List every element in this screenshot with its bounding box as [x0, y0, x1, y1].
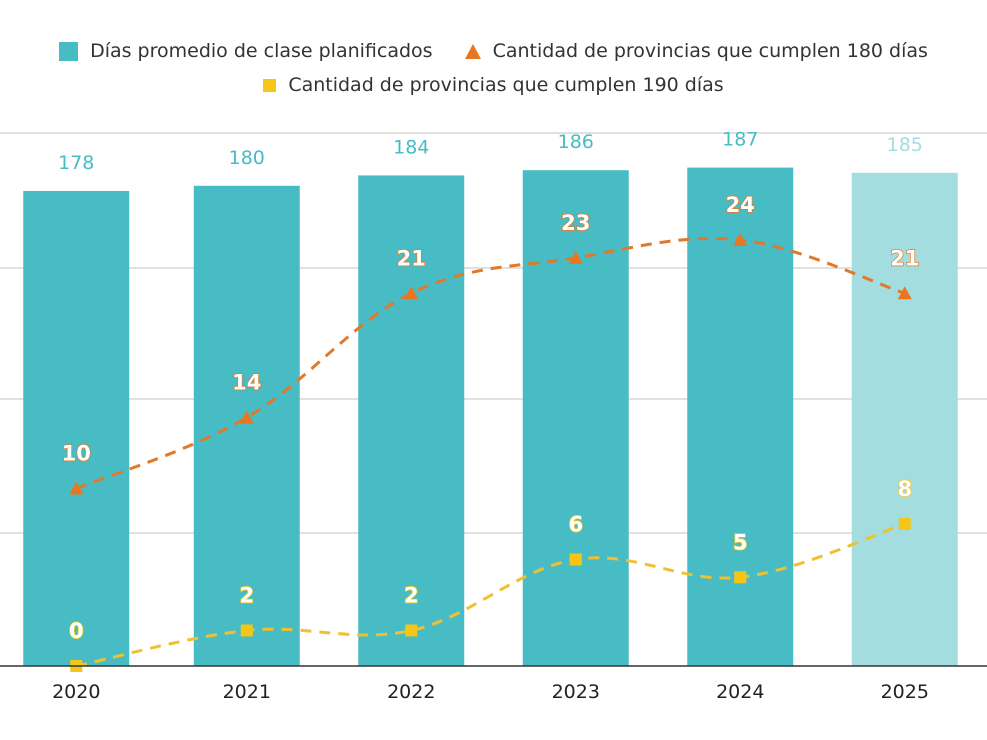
bar-2021[interactable]	[193, 185, 300, 667]
line180-marker-2020[interactable]	[69, 481, 84, 495]
line-series-180: 10 14 21 23 24 21	[61, 192, 920, 495]
bar-2020[interactable]	[23, 191, 130, 666]
line180-marker-2023[interactable]	[568, 250, 583, 264]
line180-label-2025: 21	[890, 246, 919, 270]
line180-label-2024: 24	[726, 193, 755, 217]
legend-item-line190[interactable]: Cantidad de provincias que cumplen 190 d…	[263, 74, 724, 96]
bar-label-2025: 185	[887, 134, 923, 156]
bar-label-2021: 180	[229, 147, 265, 169]
x-tick-label-2023: 2023	[552, 681, 600, 703]
legend-label-line180: Cantidad de provincias que cumplen 180 d…	[492, 40, 928, 62]
legend-swatch-bars	[59, 41, 79, 61]
x-axis-labels: 2020 2021 2022 2023 2024 2025	[52, 681, 929, 703]
legend-item-bars[interactable]: Días promedio de clase planificados	[59, 40, 433, 62]
bar-2023[interactable]	[522, 170, 629, 666]
line190-label-2023: 6	[568, 513, 583, 537]
square-icon	[263, 78, 277, 92]
line180-marker-2024[interactable]	[733, 233, 748, 246]
line190-marker-2024[interactable]	[734, 571, 747, 584]
line190-marker-2022[interactable]	[405, 624, 418, 637]
line190-label-2024: 5	[733, 530, 748, 554]
line190-label-2022: 2	[404, 584, 419, 608]
legend-item-line180[interactable]: Cantidad de provincias que cumplen 180 d…	[464, 40, 928, 62]
bar-label-2022: 184	[393, 136, 429, 158]
bar-label-2024: 187	[722, 129, 758, 151]
line180-marker-2025[interactable]	[897, 286, 912, 300]
x-tick-label-2021: 2021	[223, 681, 271, 703]
bar-series	[23, 167, 958, 667]
line180-marker-2022[interactable]	[404, 286, 419, 300]
bar-label-2020: 178	[58, 152, 94, 174]
x-tick-label-2024: 2024	[716, 681, 764, 703]
line190-label-2025: 8	[897, 477, 912, 501]
line180-label-2023: 23	[561, 211, 590, 235]
gridlines	[0, 132, 987, 534]
line190-marker-2023[interactable]	[569, 553, 582, 566]
bar-label-2023: 186	[558, 131, 594, 153]
x-tick-label-2025: 2025	[881, 681, 929, 703]
line190-marker-2025[interactable]	[898, 518, 911, 530]
bar-2022[interactable]	[358, 175, 465, 666]
line190-path	[75, 522, 906, 668]
line180-marker-2021[interactable]	[239, 410, 254, 424]
line180-label-2020: 10	[62, 442, 91, 466]
x-tick-label-2020: 2020	[52, 681, 100, 703]
legend: Días promedio de clase planificados Cant…	[0, 36, 987, 104]
triangle-icon	[464, 43, 481, 59]
line180-label-2021: 14	[232, 371, 261, 395]
bar-2025[interactable]	[851, 172, 958, 667]
legend-label-line190: Cantidad de provincias que cumplen 190 d…	[288, 74, 724, 96]
line180-label-2022: 21	[397, 246, 426, 270]
line-series-190: 0 2 2 6 5 8	[68, 476, 913, 672]
bar-value-labels: 178 180 184 186 187 185	[58, 129, 923, 174]
x-tick-label-2022: 2022	[387, 681, 435, 703]
line190-marker-2021[interactable]	[240, 624, 253, 637]
legend-label-bars: Días promedio de clase planificados	[90, 40, 433, 62]
line190-label-2020: 0	[69, 619, 84, 643]
line180-path	[75, 236, 906, 490]
line190-label-2021: 2	[239, 584, 254, 608]
